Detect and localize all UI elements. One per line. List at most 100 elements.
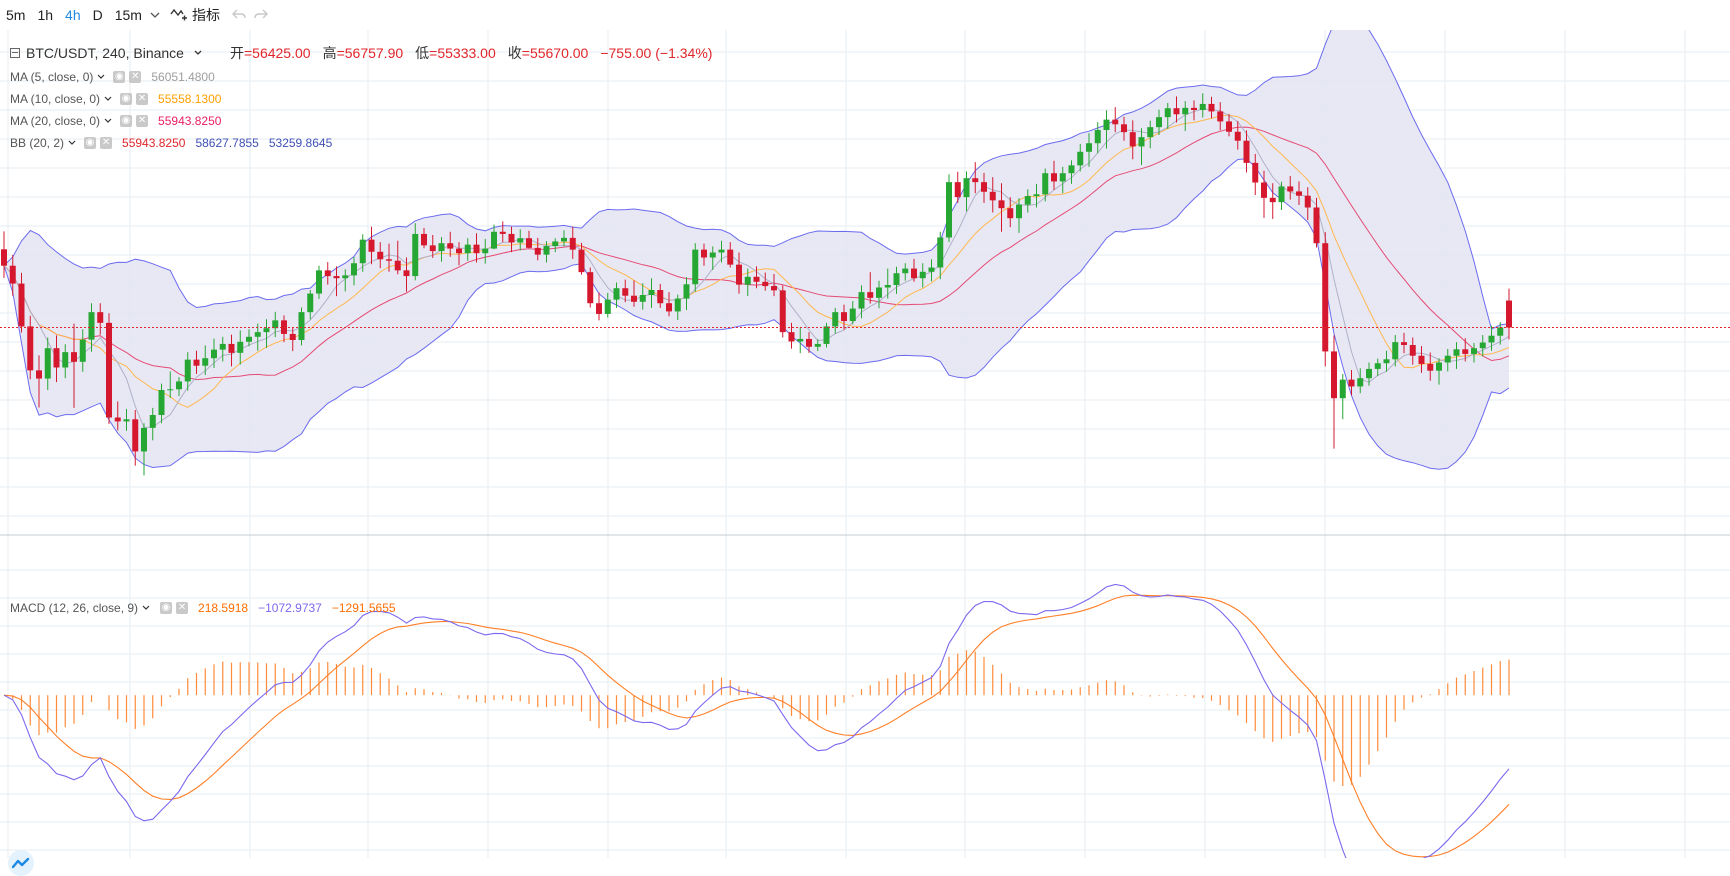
candle-up <box>141 427 147 452</box>
low-number: 55333.00 <box>437 45 496 61</box>
indicator-remove-icon[interactable]: ✕ <box>100 137 113 149</box>
candle-up <box>237 341 244 353</box>
tradingview-logo-icon[interactable] <box>8 850 34 876</box>
candle-down <box>1252 162 1259 183</box>
candle-up <box>1156 117 1162 128</box>
candle-up <box>272 320 279 329</box>
indicator-value: 58627.7855 <box>195 136 259 150</box>
candle-up <box>149 415 156 428</box>
candle-down <box>1296 191 1302 196</box>
candle-down <box>324 270 331 277</box>
indicator-name[interactable]: MA (5, close, 0) <box>10 70 94 84</box>
candle-up <box>316 270 322 294</box>
indicator-visibility-icon[interactable]: ◉ <box>84 137 97 149</box>
candle-up <box>79 339 86 362</box>
indicator-remove-icon[interactable]: ✕ <box>136 93 149 105</box>
candle-up <box>62 352 69 368</box>
indicator-name[interactable]: BB (20, 2) <box>10 136 65 150</box>
low-label: 低 <box>415 45 430 61</box>
candle-up <box>884 285 891 288</box>
price-chart[interactable] <box>0 30 1730 858</box>
candle-down <box>18 283 25 327</box>
candle-up <box>1147 127 1154 138</box>
chart-area[interactable]: BTC/USDT, 240, Binance 开=56425.00 高=5675… <box>0 30 1730 876</box>
macd-chevron-down-icon[interactable] <box>142 605 150 611</box>
candle-down <box>1304 195 1311 208</box>
candle-down <box>1 249 7 266</box>
close-number: 55670.00 <box>529 45 589 61</box>
candle-up <box>351 263 357 276</box>
candle-up <box>123 419 130 422</box>
candle-down <box>1261 182 1267 198</box>
candle-up <box>1278 186 1285 203</box>
open-number: 56425.00 <box>252 45 311 61</box>
redo-icon[interactable] <box>250 0 272 30</box>
high-value: 高=56757.90 <box>322 45 404 61</box>
toolbar: 5m 1h 4h D 15m 指标 <box>0 0 1730 30</box>
candle-down <box>578 249 585 273</box>
candle-up <box>1339 379 1346 399</box>
candle-down <box>429 245 436 252</box>
candle-up <box>1357 378 1364 387</box>
interval-5m[interactable]: 5m <box>6 7 26 23</box>
candle-up <box>307 293 314 313</box>
candle-down <box>981 182 987 192</box>
candle-down <box>97 312 104 323</box>
candle-up <box>543 246 550 255</box>
candle-up <box>1479 342 1486 349</box>
indicator-name[interactable]: MA (10, close, 0) <box>10 92 101 106</box>
indicators-button[interactable]: 指标 <box>162 5 228 25</box>
candle-down <box>587 272 594 304</box>
candle-down <box>771 286 777 291</box>
candle-down <box>1191 107 1197 110</box>
indicator-chevron-down-icon[interactable] <box>104 96 112 102</box>
indicator-name[interactable]: MA (20, close, 0) <box>10 114 101 128</box>
undo-icon[interactable] <box>228 0 250 30</box>
interval-15m[interactable]: 15m <box>114 7 142 23</box>
candle-down <box>1007 208 1014 219</box>
indicator-chevron-down-icon[interactable] <box>68 140 76 146</box>
high-number: 56757.90 <box>344 45 404 61</box>
collapse-legend-icon[interactable] <box>10 48 20 58</box>
interval-4h[interactable]: 4h <box>65 7 81 23</box>
candle-down <box>71 352 77 362</box>
candle-up <box>246 336 252 342</box>
candle-up <box>604 299 611 314</box>
indicator-chevron-down-icon[interactable] <box>104 118 112 124</box>
candle-down <box>403 270 410 277</box>
change-value: −755.00 (−1.34%) <box>600 45 713 61</box>
candle-up <box>849 308 856 322</box>
indicator-visibility-icon[interactable]: ◉ <box>113 71 126 83</box>
interval-d[interactable]: D <box>92 7 103 23</box>
candle-down <box>333 276 340 279</box>
indicator-remove-icon[interactable]: ✕ <box>136 115 149 127</box>
chart-legend: BTC/USDT, 240, Binance 开=56425.00 高=5675… <box>10 40 724 154</box>
candle-up <box>359 239 366 264</box>
indicator-value: 53259.8645 <box>268 136 333 150</box>
candle-up <box>211 349 217 359</box>
macd-name[interactable]: MACD (12, 26, close, 9) <box>10 601 139 615</box>
interval-1h[interactable]: 1h <box>37 7 54 23</box>
candle-up <box>1383 359 1390 364</box>
indicator-remove-icon[interactable]: ✕ <box>129 71 142 83</box>
candle-down <box>1409 345 1416 356</box>
candle-down <box>114 417 121 422</box>
candle-up <box>491 231 497 249</box>
indicator-visibility-icon[interactable]: ◉ <box>120 93 133 105</box>
interval-chevron-down-icon[interactable] <box>148 0 162 30</box>
indicator-visibility-icon[interactable]: ◉ <box>120 115 133 127</box>
macd-visibility-icon[interactable]: ◉ <box>160 602 173 614</box>
candle-down <box>1217 111 1224 122</box>
candle-down <box>289 333 296 340</box>
candle-up <box>692 249 699 285</box>
indicator-chevron-down-icon[interactable] <box>97 74 105 80</box>
indicator-legend-row: MA (10, close, 0) ◉ ✕ 55558.1300 <box>10 88 724 110</box>
candle-up <box>552 241 559 247</box>
symbol-title[interactable]: BTC/USDT, 240, Binance <box>26 45 202 61</box>
candle-down <box>9 265 16 284</box>
candle-down <box>1173 108 1180 115</box>
indicator-legend-row: MA (20, close, 0) ◉ ✕ 55943.8250 <box>10 110 724 132</box>
low-value: 低=55333.00 <box>415 45 496 61</box>
macd-remove-icon[interactable]: ✕ <box>176 602 189 614</box>
candle-up <box>1471 348 1477 354</box>
